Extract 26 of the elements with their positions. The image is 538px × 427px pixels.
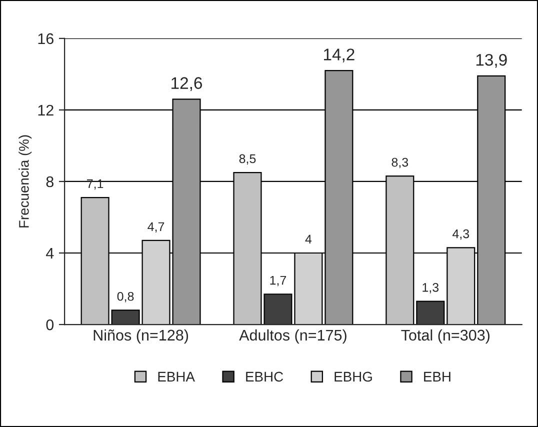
data-label: 4	[305, 234, 312, 244]
x-tick-label: Adultos (n=175)	[239, 329, 346, 344]
y-tick-label: 8	[46, 176, 54, 188]
y-tick-label: 4	[46, 248, 54, 259]
data-label: 14,2	[324, 48, 354, 62]
data-label: 0,8	[117, 292, 134, 302]
data-label: 8,5	[239, 154, 256, 165]
data-label: 4,7	[148, 222, 164, 233]
legend-label: EBH	[424, 372, 450, 382]
legend-label: EBHA	[158, 372, 195, 382]
data-label: 1,7	[270, 276, 286, 286]
y-tick-label: 0	[46, 319, 54, 330]
data-label: 12,6	[172, 77, 202, 91]
bar	[416, 300, 445, 325]
x-tick-label: Niños (n=128)	[94, 329, 188, 344]
x-tick-label: Total (n=303)	[401, 329, 490, 344]
data-label: 4,3	[452, 229, 470, 240]
legend-label: EBHG	[334, 372, 372, 382]
data-label: 7,1	[87, 179, 104, 190]
y-tick-label: 16	[38, 33, 54, 44]
data-label: 13,9	[476, 54, 507, 68]
y-axis-title: Frecuencia (%)	[18, 135, 32, 228]
legend-label: EBHC	[246, 372, 284, 382]
data-label: 1,3	[422, 283, 439, 294]
y-tick-label: 12	[38, 104, 54, 116]
data-label: 8,3	[392, 158, 408, 168]
